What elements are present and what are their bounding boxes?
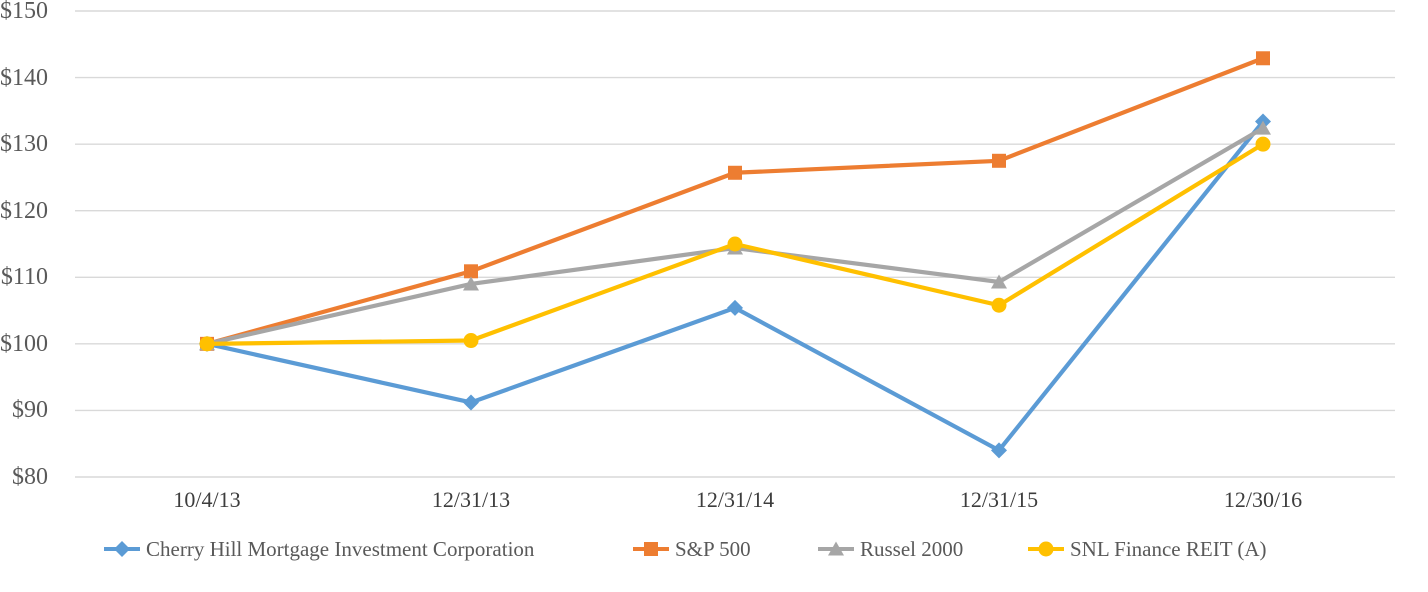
y-axis-tick-label: $130 (0, 131, 48, 158)
x-axis-tick-label: 12/31/14 (695, 487, 775, 512)
diamond-data-marker (991, 442, 1007, 459)
triangle-data-marker (991, 274, 1007, 289)
y-axis-tick-label: $140 (0, 64, 48, 91)
circle-data-marker (1038, 541, 1054, 557)
square-data-marker (728, 165, 742, 180)
legend: Cherry Hill Mortgage Investment Corporat… (0, 534, 1428, 564)
triangle-data-marker (828, 541, 844, 556)
line-circle-marker-icon (1028, 540, 1064, 558)
line-triangle-marker-icon (818, 540, 854, 558)
y-axis-tick-label: $110 (0, 264, 48, 291)
x-axis-tick-label: 12/31/13 (431, 487, 511, 512)
square-data-marker (464, 264, 478, 279)
circle-data-marker (463, 333, 479, 349)
x-axis-tick-label: 12/31/15 (959, 487, 1039, 512)
circle-data-marker (991, 297, 1007, 313)
legend-item-russel-2000: Russel 2000 (818, 534, 963, 564)
diamond-data-marker (463, 394, 479, 411)
y-axis-tick-label: $80 (12, 464, 48, 490)
x-axis-tick-label: 10/4/13 (173, 487, 241, 512)
y-axis-tick-label: $90 (12, 397, 48, 424)
legend-item-snl-finance-reit: SNL Finance REIT (A) (1028, 534, 1267, 564)
circle-data-marker (199, 336, 215, 352)
y-axis-tick-label: $120 (0, 197, 48, 224)
y-axis-tick-label: $150 (0, 0, 48, 24)
legend-label: S&P 500 (675, 536, 751, 561)
square-data-marker (992, 153, 1006, 168)
legend-label: SNL Finance REIT (A) (1070, 536, 1267, 561)
diamond-data-marker (727, 299, 743, 316)
diamond-data-marker (114, 541, 130, 557)
y-axis-tick-label: $100 (0, 330, 48, 357)
square-data-marker (644, 542, 658, 556)
square-data-marker (1256, 51, 1270, 66)
triangle-data-marker (463, 276, 479, 291)
legend-item-sp500: S&P 500 (633, 534, 751, 564)
line-square-marker-icon (633, 540, 669, 558)
triangle-data-marker (1255, 120, 1271, 135)
legend-label: Cherry Hill Mortgage Investment Corporat… (146, 536, 535, 561)
legend-label: Russel 2000 (860, 536, 964, 561)
legend-item-cherry-hill: Cherry Hill Mortgage Investment Corporat… (104, 534, 534, 564)
x-axis-tick-label: 12/30/16 (1223, 487, 1303, 512)
circle-data-marker (727, 236, 743, 252)
line-diamond-marker-icon (104, 540, 140, 558)
circle-data-marker (1255, 136, 1271, 152)
